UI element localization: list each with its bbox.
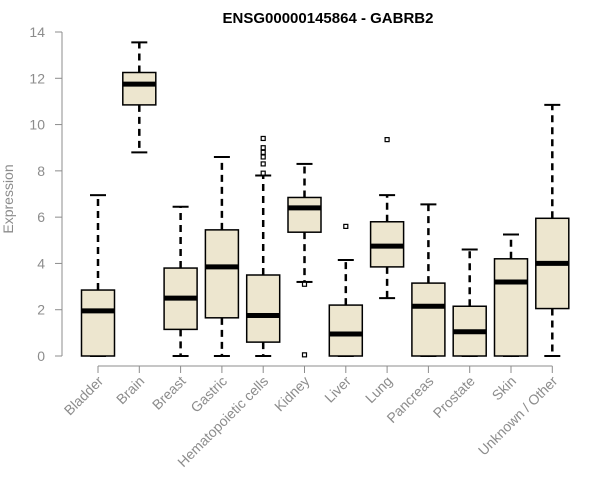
x-tick-label: Prostate bbox=[430, 373, 478, 421]
chart-title: ENSG00000145864 - GABRB2 bbox=[223, 10, 434, 27]
boxes-group bbox=[80, 41, 570, 358]
box-liver bbox=[328, 223, 364, 357]
box-iqr bbox=[122, 71, 157, 106]
box-iqr bbox=[287, 196, 322, 233]
box-iqr bbox=[245, 274, 281, 343]
box-gastric bbox=[204, 155, 240, 357]
box-pancreas bbox=[411, 203, 446, 357]
box-lung bbox=[369, 137, 405, 300]
y-tick-label: 6 bbox=[37, 209, 45, 225]
x-tick-label: Brain bbox=[113, 373, 147, 407]
box-prostate bbox=[452, 248, 487, 357]
x-tick-label: Bladder bbox=[61, 373, 107, 419]
x-tick-label: Skin bbox=[489, 373, 520, 404]
outlier-point bbox=[301, 352, 308, 358]
y-tick-label: 2 bbox=[37, 302, 45, 318]
outlier-point bbox=[260, 149, 266, 155]
y-tick-label: 0 bbox=[37, 348, 45, 364]
box-bladder bbox=[80, 194, 116, 357]
y-tick-label: 14 bbox=[29, 24, 45, 40]
y-tick-label: 12 bbox=[29, 70, 45, 86]
box-iqr bbox=[411, 282, 446, 357]
x-tick-label: Lung bbox=[362, 373, 395, 406]
box-iqr bbox=[493, 258, 529, 357]
outlier-point bbox=[260, 161, 266, 167]
outlier-point bbox=[384, 137, 390, 143]
box-hematopoietic-cells bbox=[245, 135, 281, 357]
outlier-point bbox=[301, 281, 308, 287]
y-axis-label: Expression bbox=[0, 164, 16, 233]
outlier-point bbox=[343, 223, 349, 229]
box-kidney bbox=[287, 162, 322, 358]
outlier-point bbox=[260, 170, 266, 176]
outlier-point bbox=[260, 135, 266, 142]
y-tick-label: 8 bbox=[37, 163, 45, 179]
x-tick-label: Breast bbox=[149, 373, 189, 413]
outlier-point bbox=[260, 145, 266, 151]
x-tick-label: Liver bbox=[321, 373, 354, 406]
outlier-point bbox=[260, 154, 266, 160]
box-brain bbox=[122, 41, 157, 154]
box-iqr bbox=[204, 229, 240, 319]
y-tick-label: 10 bbox=[29, 117, 45, 133]
y-tick-label: 4 bbox=[37, 255, 45, 271]
box-breast bbox=[163, 205, 198, 357]
box-skin bbox=[493, 233, 529, 357]
box-iqr bbox=[328, 304, 364, 357]
x-tick-label: Kidney bbox=[271, 373, 313, 415]
box-iqr bbox=[80, 289, 116, 357]
box-unknown-other bbox=[535, 103, 570, 357]
y-axis: 0 2 4 6 8 10 12 14 bbox=[29, 24, 63, 364]
